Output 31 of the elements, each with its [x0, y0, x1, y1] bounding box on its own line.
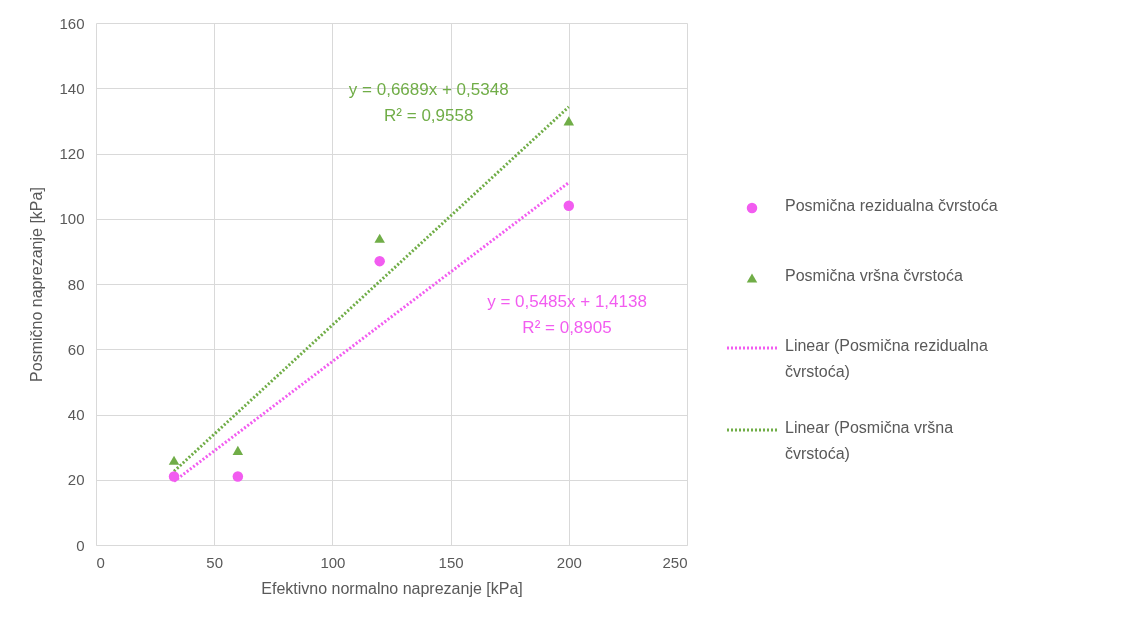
y-tick-label: 100	[59, 210, 85, 228]
legend-label: Linear (Posmična rezidualna čvrstoća)	[785, 337, 988, 380]
point	[374, 255, 385, 267]
point	[563, 200, 575, 211]
point	[232, 471, 244, 482]
y-tick-label: 160	[59, 14, 85, 32]
annotation: y = 0,5485x + 1,4138 R² = 0,8905	[487, 291, 647, 337]
point	[232, 445, 244, 455]
legend-label: Linear (Posmična vršna čvrstoća)	[785, 419, 954, 462]
y-tick-label: 140	[59, 79, 85, 97]
point	[563, 116, 575, 126]
y-tick-label: 120	[59, 145, 85, 162]
point	[374, 233, 385, 243]
x-axis-title: Efektivno normalno naprezanje [kPa]	[261, 579, 523, 597]
x-tick-label: 250	[662, 553, 688, 571]
y-tick-label: 20	[67, 471, 85, 489]
x-tick-label: 200	[556, 553, 582, 571]
x-tick-label: 100	[320, 553, 346, 571]
legend-label: Posmična vršna čvrstoća	[785, 267, 963, 284]
y-axis-title: Posmično naprezanje [kPa]	[28, 187, 46, 382]
point	[168, 455, 180, 465]
y-tick-label: 60	[67, 340, 85, 358]
y-tick-label: 80	[67, 275, 85, 293]
y-tick-label: 40	[67, 406, 85, 423]
legend-label: Posmična rezidualna čvrstoća	[785, 197, 998, 214]
x-tick-label: 150	[438, 553, 464, 571]
x-tick-label: 50	[206, 553, 224, 571]
y-tick-label: 0	[76, 536, 85, 554]
point	[168, 471, 180, 482]
x-tick-label: 0	[96, 553, 105, 571]
annotation: y = 0,6689x + 0,5348 R² = 0,9558	[348, 79, 509, 125]
